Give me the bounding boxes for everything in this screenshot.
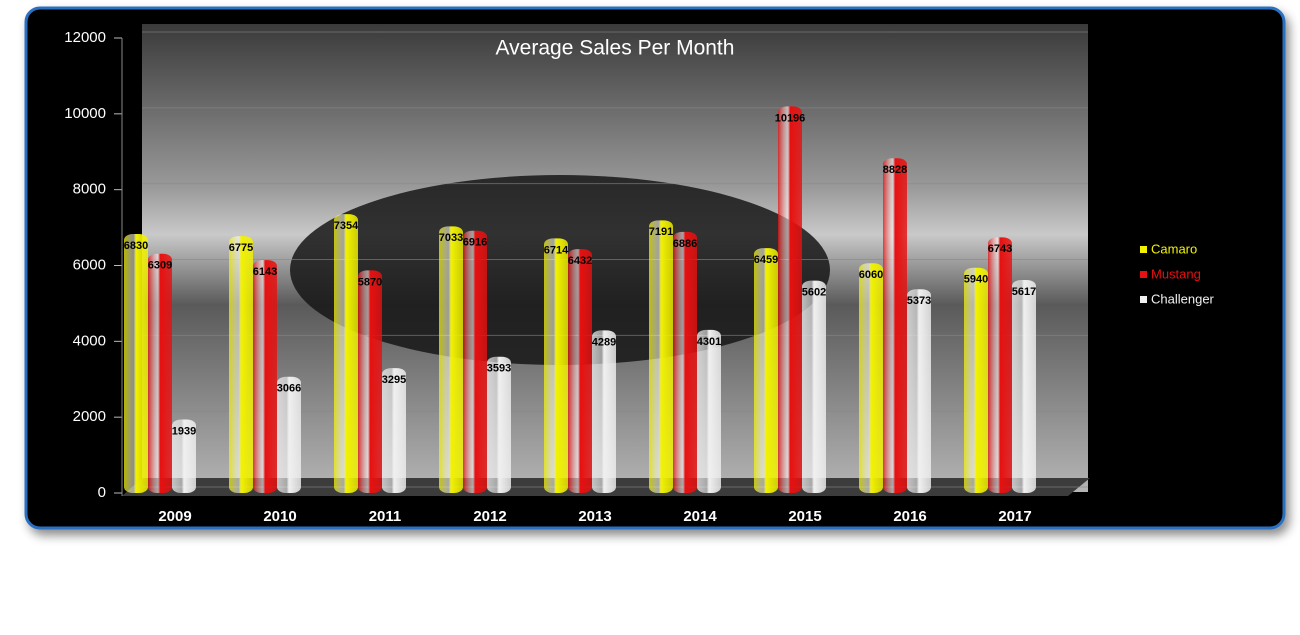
data-label: 8828 <box>883 164 907 176</box>
data-label: 6432 <box>568 255 592 267</box>
bar <box>964 267 988 493</box>
x-tick-label: 2017 <box>998 508 1031 525</box>
data-label: 10196 <box>775 112 806 124</box>
data-label: 5602 <box>802 286 826 298</box>
x-tick-label: 2009 <box>158 508 191 525</box>
legend <box>1106 237 1248 313</box>
bar <box>568 249 592 493</box>
data-label: 6143 <box>253 266 277 278</box>
x-tick-label: 2010 <box>263 508 296 525</box>
y-tick-label: 10000 <box>64 105 106 122</box>
data-label: 7033 <box>439 232 463 244</box>
bar <box>802 280 826 493</box>
bar <box>1012 280 1036 493</box>
bar <box>907 289 931 493</box>
bar <box>592 330 616 493</box>
bar <box>334 214 358 493</box>
data-label: 6060 <box>859 269 883 281</box>
data-label: 5870 <box>358 276 382 288</box>
legend-swatch <box>1140 271 1147 278</box>
bar <box>649 220 673 493</box>
y-tick-label: 8000 <box>73 181 106 198</box>
x-tick-label: 2013 <box>578 508 611 525</box>
y-tick-label: 6000 <box>73 256 106 273</box>
bar <box>463 230 487 494</box>
data-label: 1939 <box>172 425 196 437</box>
bar <box>172 419 196 493</box>
data-label: 7191 <box>649 226 673 238</box>
data-label: 3295 <box>382 374 406 386</box>
bar <box>487 356 511 493</box>
legend-swatch <box>1140 246 1147 253</box>
bar <box>859 263 883 493</box>
y-tick-label: 2000 <box>73 408 106 425</box>
bar <box>673 231 697 494</box>
x-tick-label: 2012 <box>473 508 506 525</box>
data-label: 3066 <box>277 383 301 395</box>
x-tick-label: 2011 <box>369 508 402 525</box>
data-label: 6459 <box>754 254 778 266</box>
bar <box>229 236 253 494</box>
x-tick-label: 2016 <box>893 508 926 525</box>
data-label: 5617 <box>1012 286 1036 298</box>
data-label: 6714 <box>544 244 569 256</box>
y-tick-label: 0 <box>98 484 106 501</box>
data-label: 3593 <box>487 363 511 375</box>
legend-swatch <box>1140 296 1147 303</box>
data-label: 6886 <box>673 238 697 250</box>
data-label: 6775 <box>229 242 253 254</box>
legend-label: Camaro <box>1151 241 1197 256</box>
data-label: 5940 <box>964 274 988 286</box>
x-tick-label: 2014 <box>683 508 717 525</box>
bar <box>883 158 907 493</box>
bar <box>382 368 406 493</box>
bar <box>778 106 802 493</box>
bar <box>988 237 1012 493</box>
y-tick-label: 12000 <box>64 29 106 46</box>
data-label: 6743 <box>988 243 1012 255</box>
bar <box>358 270 382 493</box>
bar <box>697 329 721 493</box>
data-label: 5373 <box>907 295 931 307</box>
data-label: 4301 <box>697 336 721 348</box>
data-label: 6309 <box>148 260 172 272</box>
bar <box>148 253 172 493</box>
bar <box>277 376 301 493</box>
y-tick-label: 4000 <box>73 332 106 349</box>
data-label: 7354 <box>334 220 359 232</box>
bar <box>439 226 463 493</box>
bar <box>124 234 148 493</box>
bar <box>544 238 568 493</box>
data-label: 6916 <box>463 237 487 249</box>
legend-label: Challenger <box>1151 291 1215 306</box>
data-label: 6830 <box>124 240 148 252</box>
bar <box>754 248 778 493</box>
x-tick-label: 2015 <box>788 508 821 525</box>
legend-label: Mustang <box>1151 266 1201 281</box>
data-label: 4289 <box>592 336 616 348</box>
bar <box>253 260 277 493</box>
chart-title: Average Sales Per Month <box>496 37 735 60</box>
